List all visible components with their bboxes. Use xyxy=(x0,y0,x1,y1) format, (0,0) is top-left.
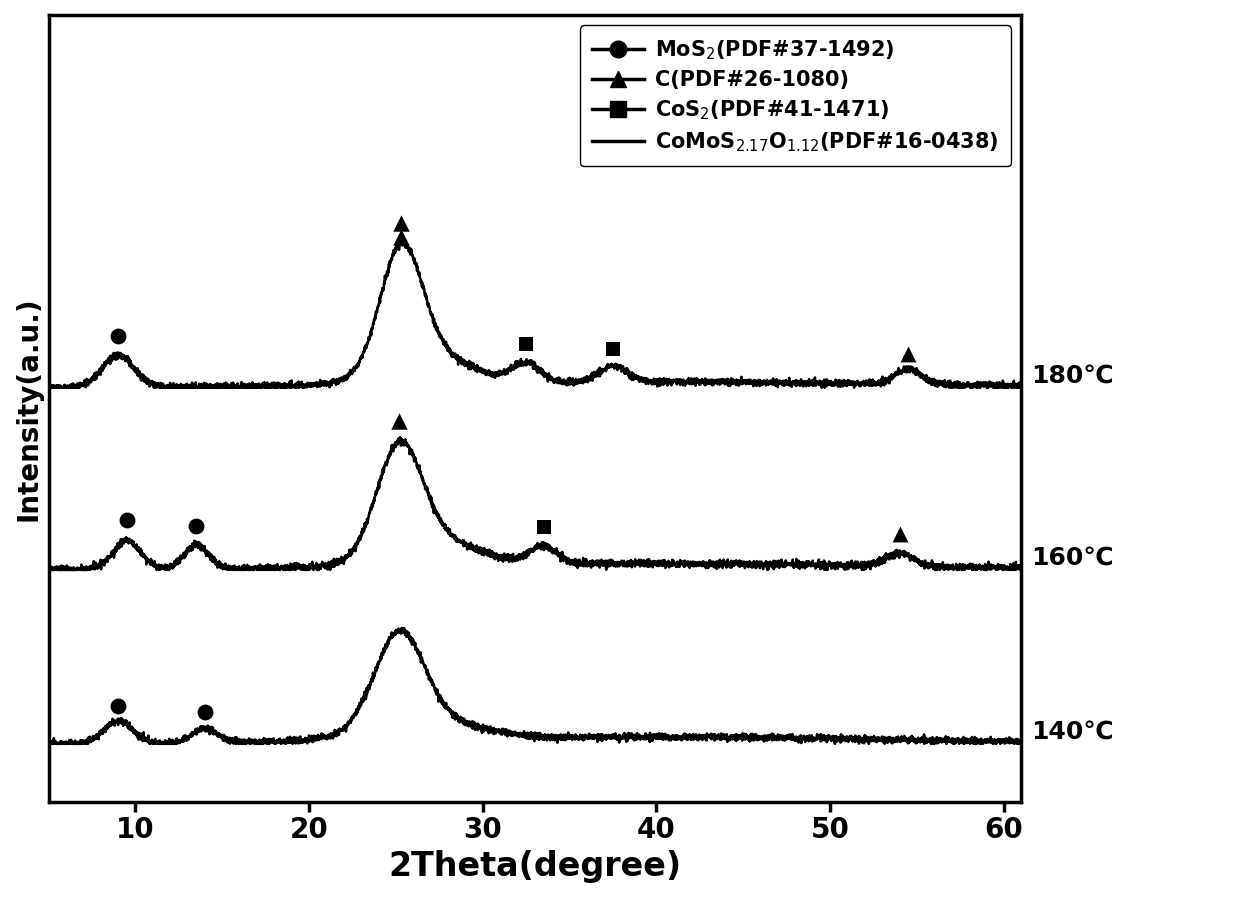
Text: 160℃: 160℃ xyxy=(1030,545,1114,569)
Point xyxy=(108,329,128,343)
Point xyxy=(117,513,136,527)
Point xyxy=(898,347,918,361)
Point xyxy=(389,414,409,428)
Point xyxy=(516,337,536,351)
Point xyxy=(889,527,909,541)
Legend: MoS$_2$(PDF#37-1492), C(PDF#26-1080), CoS$_2$(PDF#41-1471), CoMoS$_{2.17}$O$_{1.: MoS$_2$(PDF#37-1492), C(PDF#26-1080), Co… xyxy=(579,25,1011,166)
X-axis label: 2Theta(degree): 2Theta(degree) xyxy=(388,850,682,883)
Point xyxy=(391,216,410,230)
Y-axis label: Intensity(a.u.): Intensity(a.u.) xyxy=(15,296,43,521)
Point xyxy=(603,341,622,356)
Point xyxy=(391,230,410,244)
Point xyxy=(108,699,128,713)
Text: 180℃: 180℃ xyxy=(1030,364,1114,387)
Text: 140℃: 140℃ xyxy=(1030,719,1114,744)
Point xyxy=(533,519,553,533)
Point xyxy=(195,705,215,719)
Point xyxy=(186,519,206,533)
